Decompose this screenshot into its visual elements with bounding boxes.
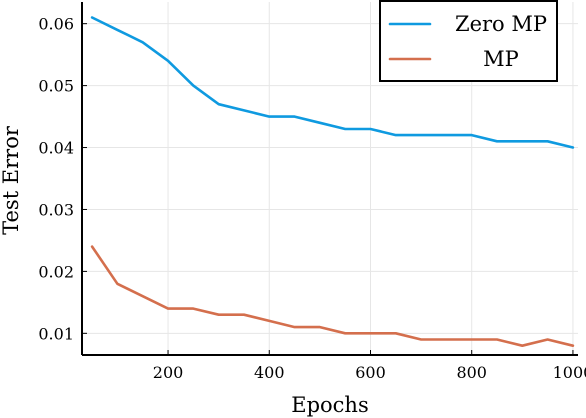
x-axis-title: Epochs: [291, 393, 368, 417]
x-tick-label: 800: [456, 363, 487, 382]
series-line-2: [90, 245, 575, 348]
y-tick-label: 0.06: [38, 15, 74, 34]
y-axis-ticks: 0.01 0.02 0.03 0.04 0.05 0.06: [38, 15, 87, 343]
y-tick-label: 0.03: [38, 200, 74, 219]
x-tick-label: 400: [254, 363, 285, 382]
series-layer: [90, 16, 575, 348]
legend-box: [379, 0, 558, 82]
legend-label-2: MP: [483, 47, 519, 71]
x-tick-label: 200: [153, 363, 184, 382]
legend-label-1: Zero MP: [455, 12, 547, 36]
x-tick-label: 600: [355, 363, 386, 382]
y-tick-label: 0.01: [38, 324, 74, 343]
axes: [81, 2, 578, 356]
y-axis-title: Test Error: [0, 125, 23, 235]
legend: Zero MP MP: [379, 0, 558, 82]
y-tick-label: 0.05: [38, 77, 74, 96]
y-tick-label: 0.04: [38, 139, 74, 158]
y-tick-label: 0.02: [38, 262, 74, 281]
series-line-1: [90, 16, 575, 149]
